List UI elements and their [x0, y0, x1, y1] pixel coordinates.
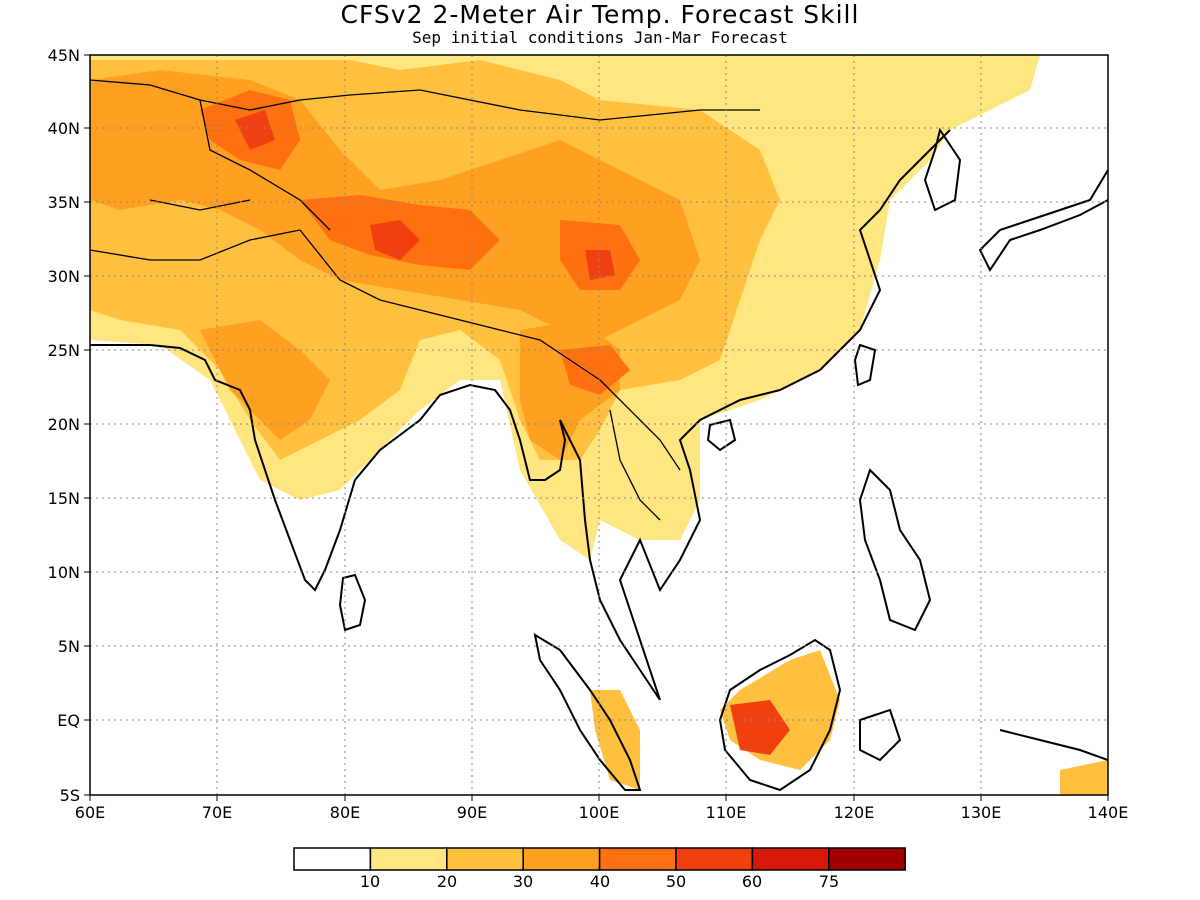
lon-tick-label: 60E: [75, 803, 105, 822]
colorbar-tick-label: 10: [360, 872, 380, 891]
coastline-arabia-india: [90, 344, 567, 592]
skill-shading: [90, 55, 1108, 795]
coastline-hainan: [706, 418, 737, 452]
colorbar-tick-label: 50: [666, 872, 686, 891]
lat-tick-label: 5S: [60, 786, 80, 805]
lat-labels: 45N 40N 35N 30N 25N 20N 15N 10N 5N EQ 5S: [48, 46, 80, 805]
colorbar-swatch: [598, 847, 677, 871]
lon-tick-label: 140E: [1088, 803, 1129, 822]
coastline-taiwan: [853, 343, 877, 387]
colorbar-tick-label: 20: [437, 872, 457, 891]
lat-tick-label: 5N: [58, 637, 80, 656]
border-se-asia: [569, 359, 681, 521]
skill-region-20-sumatra: [590, 690, 640, 790]
coastline-srilanka: [338, 573, 367, 632]
lon-tick-label: 130E: [961, 803, 1002, 822]
coastline-sumatra: [533, 632, 642, 791]
border-central-asia: [90, 79, 351, 261]
colorbar-tick-label: 30: [513, 872, 533, 891]
gridlines: [90, 55, 1108, 795]
lat-tick-label: 35N: [48, 193, 80, 212]
lat-tick-label: 25N: [48, 341, 80, 360]
colorbar-swatch: [369, 847, 448, 871]
colorbar-swatch: [828, 847, 906, 871]
lon-tick-label: 110E: [706, 803, 747, 822]
lon-tick-label: 100E: [579, 803, 620, 822]
coastlines: [90, 127, 1108, 792]
skill-region-50-borneo: [730, 700, 790, 755]
colorbar: [293, 847, 906, 871]
skill-region-50-tibet: [370, 220, 420, 260]
skill-region-40-yunnan: [560, 345, 630, 395]
colorbar-swatch: [675, 847, 754, 871]
skill-region-20-png: [1060, 760, 1108, 795]
border-china-mongolia: [349, 89, 760, 121]
skill-region-50-sichuan: [585, 250, 615, 280]
coastline-sulawesi-png: [859, 708, 1108, 762]
lat-tick-label: 10N: [48, 563, 80, 582]
lat-tick-label: 15N: [48, 489, 80, 508]
colorbar-tick-label: 60: [742, 872, 762, 891]
lon-tick-label: 90E: [457, 803, 487, 822]
coastline-japan-korea: [923, 127, 1108, 272]
coastline-borneo: [718, 638, 842, 792]
coastline-philippines: [858, 468, 932, 632]
colorbar-tick-label: 75: [819, 872, 839, 891]
colorbar-swatch: [293, 847, 372, 871]
axis-ticks: [84, 54, 1109, 801]
lat-tick-label: 45N: [48, 46, 80, 65]
lon-tick-label: 70E: [202, 803, 232, 822]
coastline-indochina: [559, 129, 951, 701]
skill-region-30-india: [200, 320, 330, 440]
lat-tick-label: 30N: [48, 267, 80, 286]
skill-region-50-kyrgyz: [235, 110, 275, 150]
lat-tick-label: 20N: [48, 415, 80, 434]
lat-tick-label: EQ: [57, 711, 80, 730]
lon-labels: 60E 70E 80E 90E 100E 110E 120E 130E 140E: [75, 803, 1129, 822]
lat-tick-label: 40N: [48, 119, 80, 138]
colorbar-tick-label: 40: [590, 872, 610, 891]
borders: [90, 79, 760, 521]
lon-tick-label: 80E: [330, 803, 360, 822]
colorbar-labels: 10 20 30 40 50 60 75: [360, 872, 839, 891]
colorbar-swatch: [446, 847, 524, 871]
chart-title: CFSv2 2-Meter Air Temp. Forecast Skill: [340, 0, 860, 29]
lon-tick-label: 120E: [834, 803, 875, 822]
colorbar-swatch: [751, 847, 830, 871]
colorbar-swatch: [522, 847, 601, 871]
chart-subtitle: Sep initial conditions Jan-Mar Forecast: [412, 28, 788, 47]
border-india-china: [299, 229, 571, 361]
